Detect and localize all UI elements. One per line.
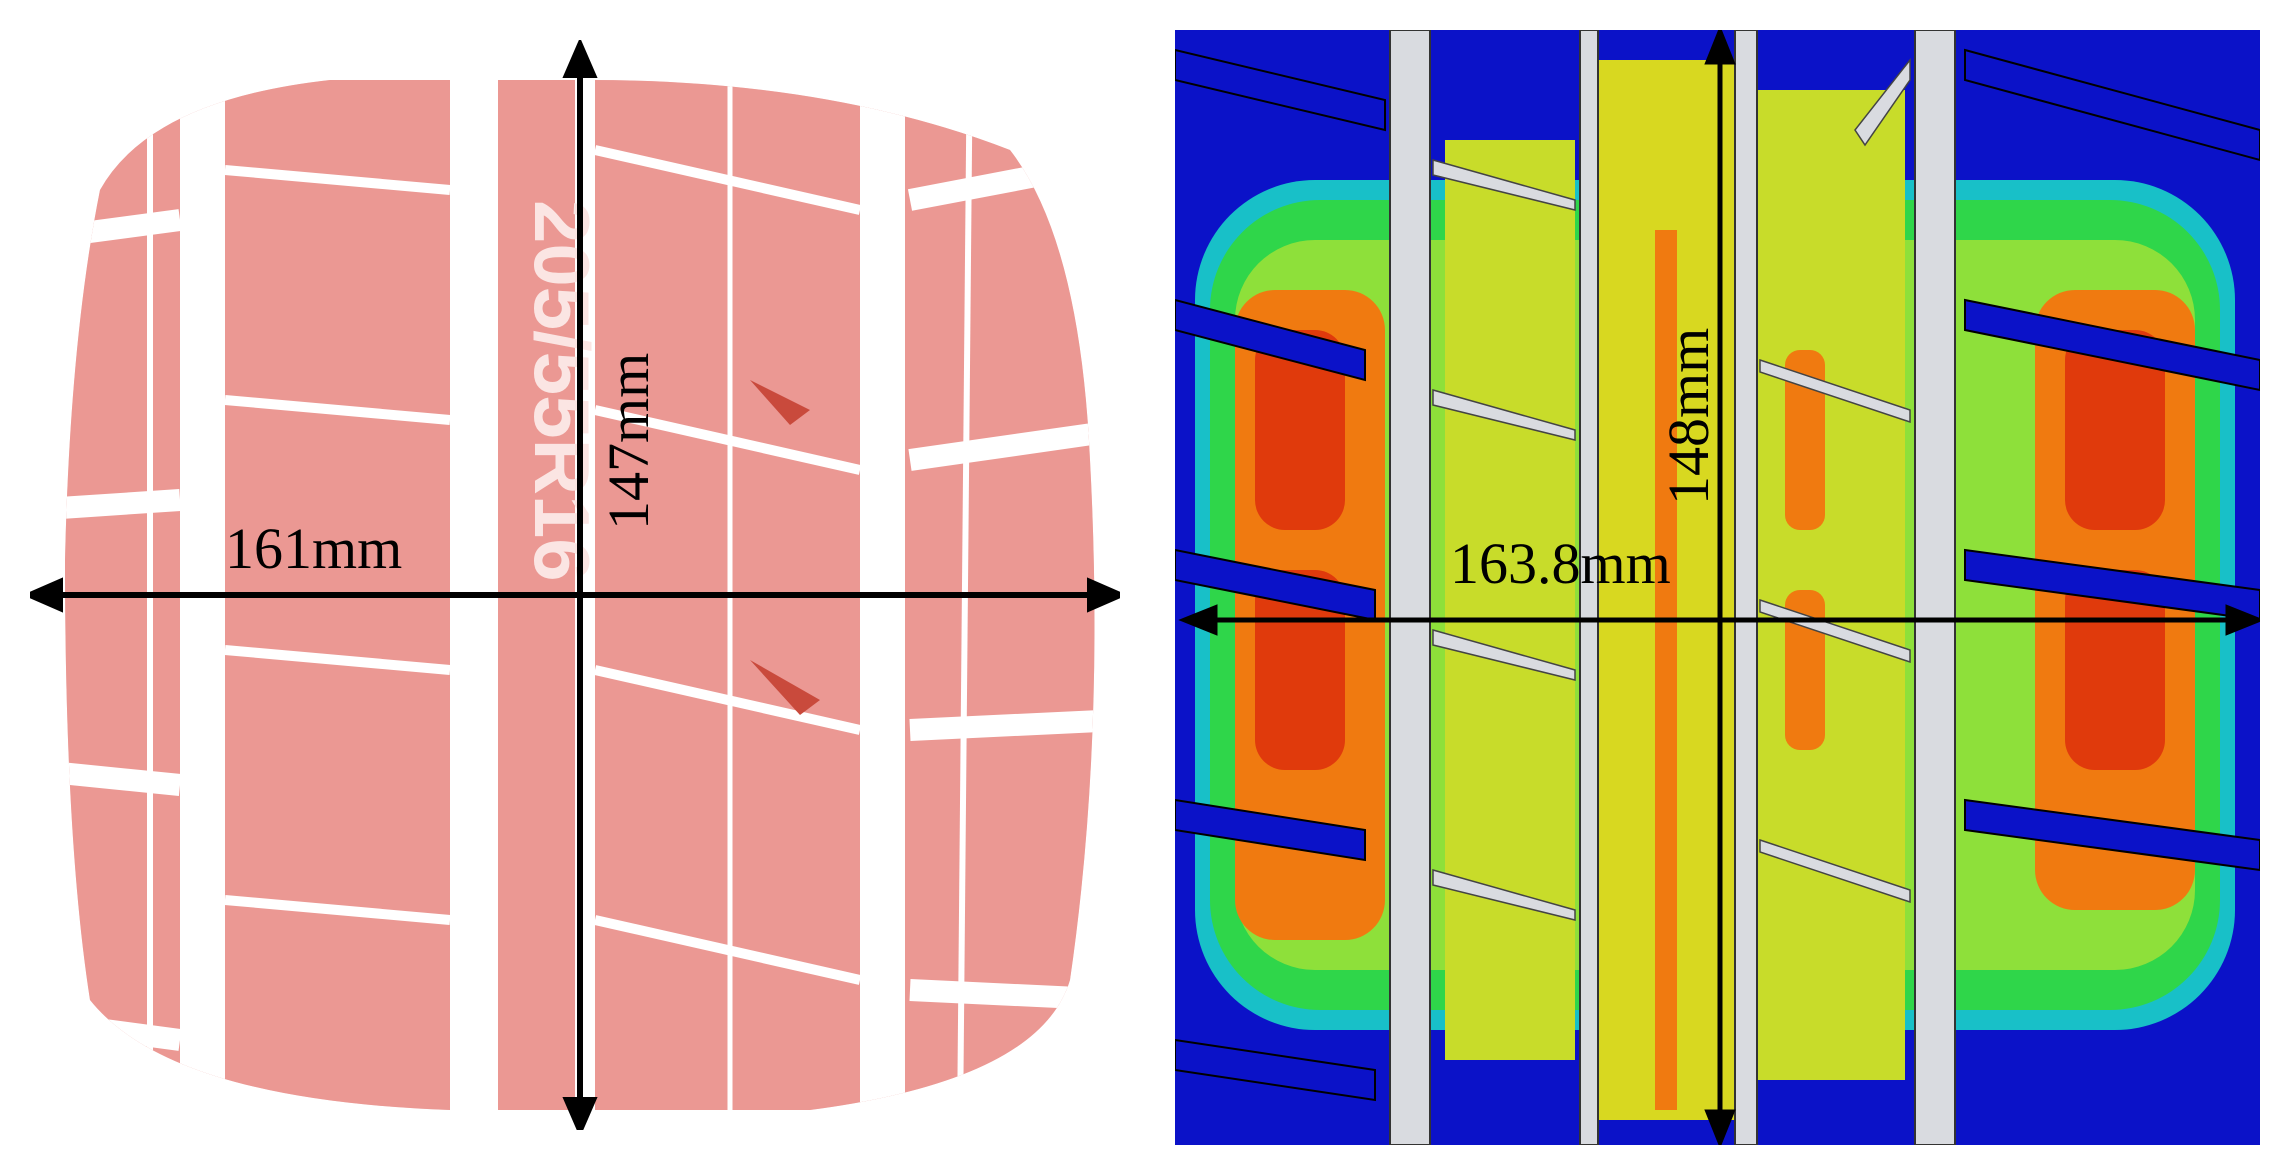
simulated-contact-pressure: 163.8mm 148mm	[1174, 25, 2265, 1149]
left-groove-1	[180, 80, 225, 1110]
tire-print-footprint: 205/55R16 161mm 147mm	[22, 37, 1128, 1138]
left-groove-4	[860, 80, 905, 1110]
sidewall-size-text: 205/55R16	[518, 200, 606, 582]
right-length-label: 148mm	[1656, 327, 1721, 505]
right-groove-4	[1914, 29, 1956, 1146]
tire-print-graphic: 205/55R16	[22, 37, 1128, 1138]
left-width-label: 161mm	[225, 516, 403, 581]
right-width-label: 163.8mm	[1450, 531, 1671, 596]
left-groove-2	[450, 80, 498, 1110]
left-length-label: 147mm	[596, 352, 661, 530]
right-groove-1	[1389, 29, 1431, 1146]
fe-pressure-graphic	[1174, 25, 2265, 1149]
right-groove-3	[1734, 29, 1758, 1146]
